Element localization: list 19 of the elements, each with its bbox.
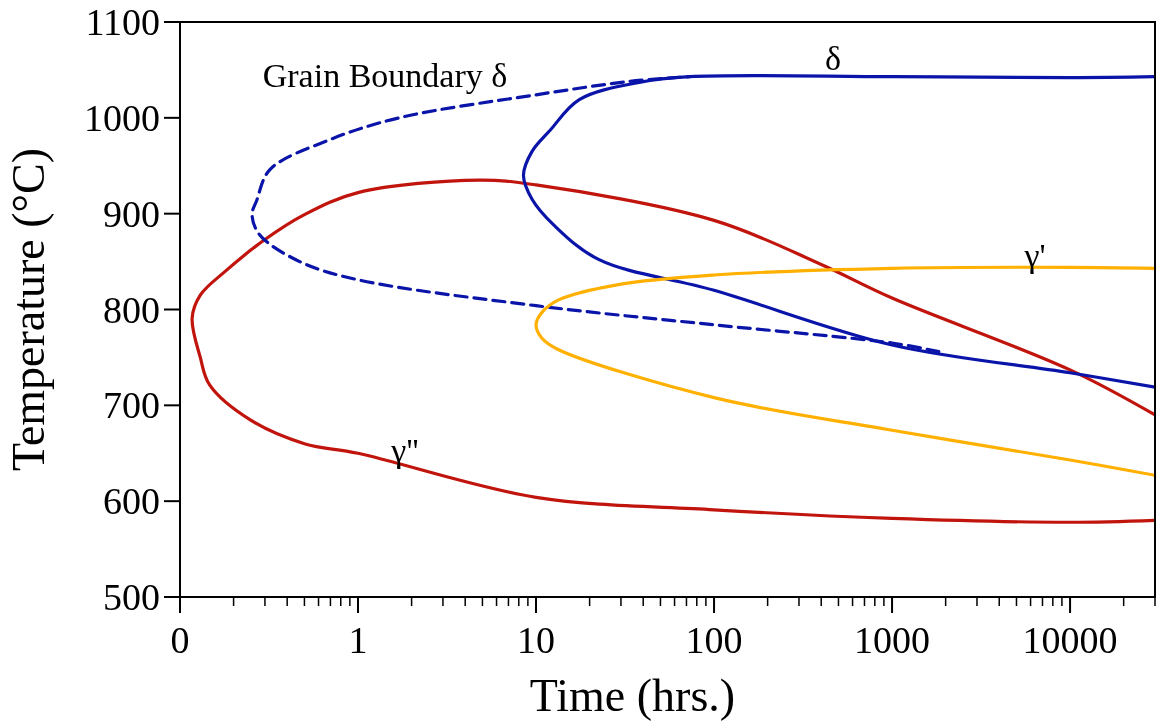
y-tick-label: 500 xyxy=(103,576,160,618)
annotation: γ'' xyxy=(390,432,419,469)
y-tick-label: 900 xyxy=(103,192,160,235)
x-tick-label: 10 xyxy=(517,619,556,661)
y-tick-label: 700 xyxy=(103,384,160,427)
x-axis-title: Time (hrs.) xyxy=(529,670,736,721)
annotation: Grain Boundary δ xyxy=(262,57,508,94)
y-tick-label: 1100 xyxy=(85,1,160,43)
annotation: γ' xyxy=(1023,237,1046,274)
annotation: δ xyxy=(824,40,842,77)
y-axis-title: Temperature (°C) xyxy=(3,148,54,471)
x-tick-label: 1000 xyxy=(854,619,931,661)
x-tick-label: 10000 xyxy=(1022,619,1118,661)
y-tick-label: 600 xyxy=(103,480,160,523)
x-tick-label: 1 xyxy=(348,619,368,661)
y-tick-label: 800 xyxy=(103,288,160,331)
x-tick-label: 100 xyxy=(685,619,743,661)
x-tick-label: 0 xyxy=(170,619,190,661)
y-tick-label: 1000 xyxy=(84,96,160,139)
